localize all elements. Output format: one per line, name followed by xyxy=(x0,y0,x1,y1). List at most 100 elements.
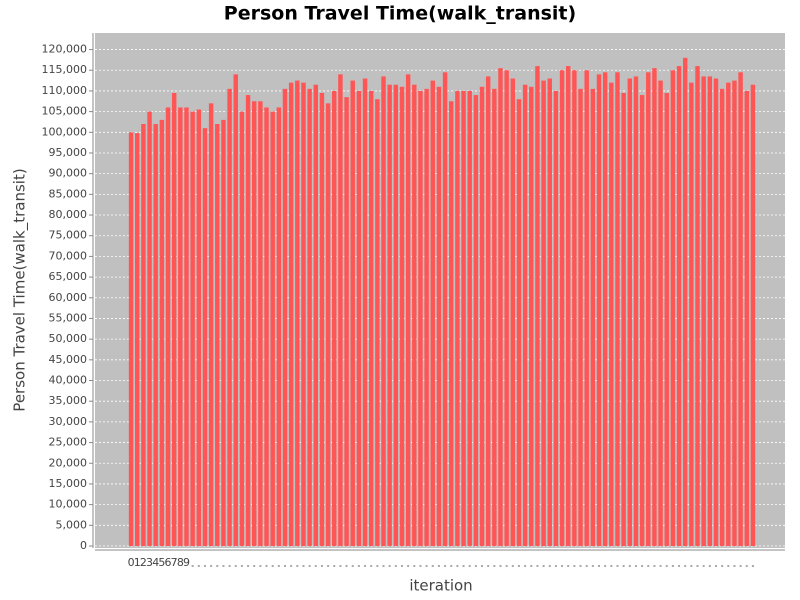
y-tick-label: 30,000 xyxy=(49,415,88,428)
y-tick-label: 115,000 xyxy=(42,63,88,76)
bar xyxy=(535,66,540,546)
y-tick-label: 100,000 xyxy=(42,125,88,138)
bar xyxy=(602,72,608,546)
y-tick-label: 65,000 xyxy=(49,270,88,283)
bar xyxy=(719,88,725,547)
bar xyxy=(338,74,343,546)
bar xyxy=(621,92,626,546)
x-tick-label: 2 xyxy=(140,556,147,569)
bar xyxy=(467,90,472,546)
bar xyxy=(664,92,669,546)
y-tick-label: 110,000 xyxy=(42,84,88,97)
bar xyxy=(245,95,251,546)
y-tick-label: 80,000 xyxy=(49,208,88,221)
bar xyxy=(288,82,294,546)
x-tick-label: 0 xyxy=(128,556,135,569)
bar xyxy=(726,82,731,546)
bar xyxy=(504,70,509,546)
bar xyxy=(646,72,651,546)
bar xyxy=(516,99,522,547)
x-tick-label: 3 xyxy=(146,556,153,569)
bar xyxy=(270,111,275,547)
y-tick-label: 35,000 xyxy=(49,394,88,407)
bar xyxy=(159,119,165,547)
bar xyxy=(559,70,565,546)
bar xyxy=(368,90,374,546)
bar xyxy=(147,111,152,547)
bar xyxy=(313,84,319,546)
bar xyxy=(202,128,208,546)
bar xyxy=(682,57,688,547)
bar xyxy=(227,88,232,547)
bar xyxy=(221,119,226,547)
bar xyxy=(652,68,657,547)
bar xyxy=(356,90,362,546)
bar xyxy=(578,88,583,547)
bar xyxy=(190,111,195,547)
bar xyxy=(713,78,719,547)
bar xyxy=(565,66,571,546)
bar xyxy=(418,90,423,546)
bar xyxy=(750,84,756,546)
bar xyxy=(264,107,269,546)
y-tick-label: 95,000 xyxy=(49,146,88,159)
bar xyxy=(732,80,737,547)
bar xyxy=(627,78,633,547)
bar xyxy=(498,68,503,547)
x-tick-label: 5 xyxy=(158,556,165,569)
y-tick-label: 0 xyxy=(80,539,87,552)
x-axis-label: iteration xyxy=(409,577,472,595)
bar xyxy=(215,124,220,547)
bar xyxy=(135,133,140,546)
bar xyxy=(325,103,331,547)
bar xyxy=(405,74,411,546)
y-tick-label: 50,000 xyxy=(49,332,88,345)
bar xyxy=(670,70,676,546)
bar xyxy=(633,76,639,546)
x-tick-label: 7 xyxy=(171,556,178,569)
bar xyxy=(375,99,380,547)
bar xyxy=(485,76,491,546)
x-tick-label: 1 xyxy=(134,556,141,569)
bar xyxy=(153,124,158,547)
bar xyxy=(387,84,392,546)
bar xyxy=(251,101,257,547)
y-tick-label: 120,000 xyxy=(42,43,88,56)
y-tick-label: 5,000 xyxy=(56,518,88,531)
bar xyxy=(529,86,534,546)
bar xyxy=(344,97,349,546)
bar xyxy=(701,76,706,546)
bar xyxy=(430,80,435,547)
bar xyxy=(436,86,442,546)
y-tick-label: 10,000 xyxy=(49,498,88,511)
y-tick-label: 45,000 xyxy=(49,353,88,366)
bar xyxy=(609,82,614,546)
bar xyxy=(738,72,743,546)
bar xyxy=(165,107,171,546)
bar xyxy=(676,66,682,546)
y-tick-label: 70,000 xyxy=(49,249,88,262)
bar xyxy=(461,90,466,546)
bar xyxy=(689,82,694,546)
bar xyxy=(362,78,368,547)
bar xyxy=(442,72,448,546)
bar xyxy=(522,84,528,546)
chart-title: Person Travel Time(walk_transit) xyxy=(224,3,576,25)
bar xyxy=(707,76,713,546)
bar xyxy=(184,107,189,546)
bar xyxy=(178,107,183,546)
bar xyxy=(393,84,399,546)
y-tick-label: 15,000 xyxy=(49,477,88,490)
bar xyxy=(399,86,405,546)
bar xyxy=(141,124,146,547)
bar xyxy=(424,88,429,547)
bar xyxy=(473,95,479,546)
bar xyxy=(128,132,134,546)
y-tick-label: 105,000 xyxy=(42,105,88,118)
x-tick-label: 4 xyxy=(152,556,159,569)
y-tick-label: 60,000 xyxy=(49,291,88,304)
y-tick-label: 75,000 xyxy=(49,229,88,242)
bar xyxy=(332,90,337,546)
bar xyxy=(449,101,454,547)
